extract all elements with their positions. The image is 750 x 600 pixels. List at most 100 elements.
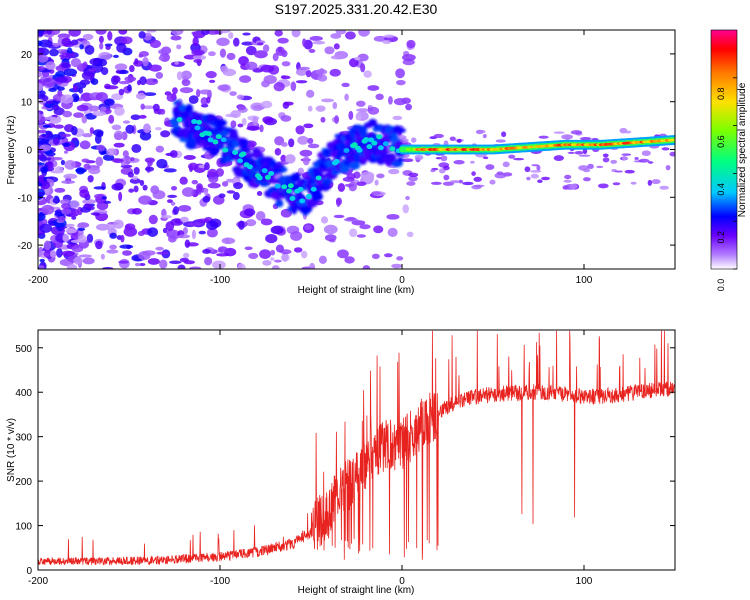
spectrogram-noise-blob [408,175,418,182]
spectrogram-noise-blob [60,94,74,104]
colorbar-tick-label: 0.8 [716,88,726,101]
spectrogram-noise-blob [191,179,199,185]
spectrogram-noise-blob [180,216,189,223]
spectrogram-noise-blob [624,169,635,174]
spectrogram-noise-blob [112,75,121,83]
spectrogram-noise-blob [148,214,158,225]
spectrogram-noise-blob [250,102,265,112]
spectrogram-ridge-blob [191,119,198,125]
spectrogram-noise-blob [473,176,482,182]
spectrogram-noise-blob [245,219,257,227]
spectrogram-noise-blob [537,179,543,184]
spectrogram-noise-blob [124,223,136,231]
spectrogram-noise-blob [281,61,291,67]
spectrogram-noise-blob [62,110,73,118]
spectrogram-noise-blob [295,68,308,76]
spectrogram-noise-blob [133,185,139,193]
spectrogram-noise-blob [280,115,292,122]
spectrogram-noise-blob [64,223,75,228]
spectrogram-noise-blob [38,174,45,184]
spectrogram-noise-blob [179,176,188,185]
spectrogram-noise-blob [337,182,346,192]
spectrogram-noise-blob [165,221,175,231]
spectrogram-ridge-blob [310,186,317,192]
spectrogram-noise-blob [219,48,226,58]
spectrogram-ridge-blob [205,131,212,137]
spectrogram-noise-blob [107,31,113,41]
spectrogram-noise-blob [244,246,253,251]
spectrogram-noise-blob [233,182,243,190]
spectrogram-noise-blob [131,144,142,153]
spectrogram-noise-blob [163,168,177,173]
spectrogram-ridge-blob [275,200,284,208]
spectrogram-noise-blob [221,181,229,187]
spectrogram-noise-blob [49,48,59,57]
spectrogram-noise-blob [38,111,42,121]
y-tick-label: 0 [26,566,32,577]
spectrogram-noise-blob [280,253,290,262]
spectrogram-noise-blob [120,36,133,45]
spectrogram-noise-blob [406,39,416,49]
spectrogram-noise-blob [317,74,328,82]
spectrogram-noise-blob [405,195,410,201]
spectrogram-noise-blob [38,30,44,37]
spectrogram-ridge-blob [333,158,340,164]
spectrogram-noise-blob [204,162,210,171]
spectrogram-ridge-blob [289,196,296,202]
spectrogram-noise-blob [245,45,257,56]
spectrogram-noise-blob [341,82,350,88]
spectrogram-noise-blob [99,42,104,50]
spectrogram-noise-blob [100,253,106,260]
spectrogram-noise-blob [38,209,41,214]
spectrogram-noise-blob [64,159,76,170]
spectrogram-noise-blob [56,86,65,91]
spectrogram-noise-blob [88,105,100,112]
spectrogram-noise-blob [315,105,326,112]
spectrogram-noise-blob [574,150,584,155]
spectrogram-noise-blob [54,166,64,173]
spectrogram-noise-blob [255,211,266,221]
spectrogram-noise-blob [167,199,173,204]
spectrogram-noise-blob [127,171,134,178]
spectrogram-noise-blob [280,154,287,163]
spectrogram-noise-blob [92,111,106,117]
spectrogram-ridge-blob [290,172,301,182]
spectrogram-noise-blob [82,257,95,265]
spectrogram-noise-blob [202,248,212,254]
spectrogram-noise-blob [96,144,106,151]
spectrogram-noise-blob [602,157,610,163]
spectrogram-noise-blob [262,259,272,266]
spectrogram-noise-blob [253,50,268,59]
spectrogram-noise-blob [156,251,169,255]
spectrogram-noise-blob [87,175,94,183]
spectrogram-noise-blob [302,156,310,166]
spectrogram-noise-blob [357,53,369,62]
spectrogram-ridge-blob [203,124,211,129]
spectrogram-noise-blob [393,98,407,106]
spectrogram-noise-blob [280,75,291,80]
spectrogram-ridge [169,99,406,216]
spectrogram-noise-blob [351,220,366,226]
spectrogram-noise-blob [139,51,149,57]
spectrogram-noise-blob [62,233,70,243]
spectrogram-noise-blob [169,150,178,158]
spectrogram-noise-blob [208,51,216,57]
spectrogram-noise-blob [65,228,77,234]
spectrogram-noise-blob [38,162,45,166]
spectrogram-noise-blob [578,154,591,157]
spectrogram-noise-blob [155,71,164,79]
spectrogram-ridge-blob [212,139,219,145]
spectrogram-noise-blob [120,234,125,243]
colorbar-label: Normalized spectral amplitude [737,82,748,217]
spectrogram-noise-blob [61,52,75,58]
spectrogram-noise-blob [553,155,565,162]
spectrogram-noise-blob [405,103,412,111]
spectrogram-noise-blob [187,162,199,171]
spectrogram-noise-blob [402,54,416,62]
spectrogram-noise-blob [315,68,328,75]
spectrogram-ridge-blob [274,183,281,189]
spectrogram-noise-blob [583,168,591,173]
spectrogram-noise-blob [95,240,103,250]
spectrogram-noise-blob [177,264,186,269]
spectrogram-noise-blob [386,213,400,220]
